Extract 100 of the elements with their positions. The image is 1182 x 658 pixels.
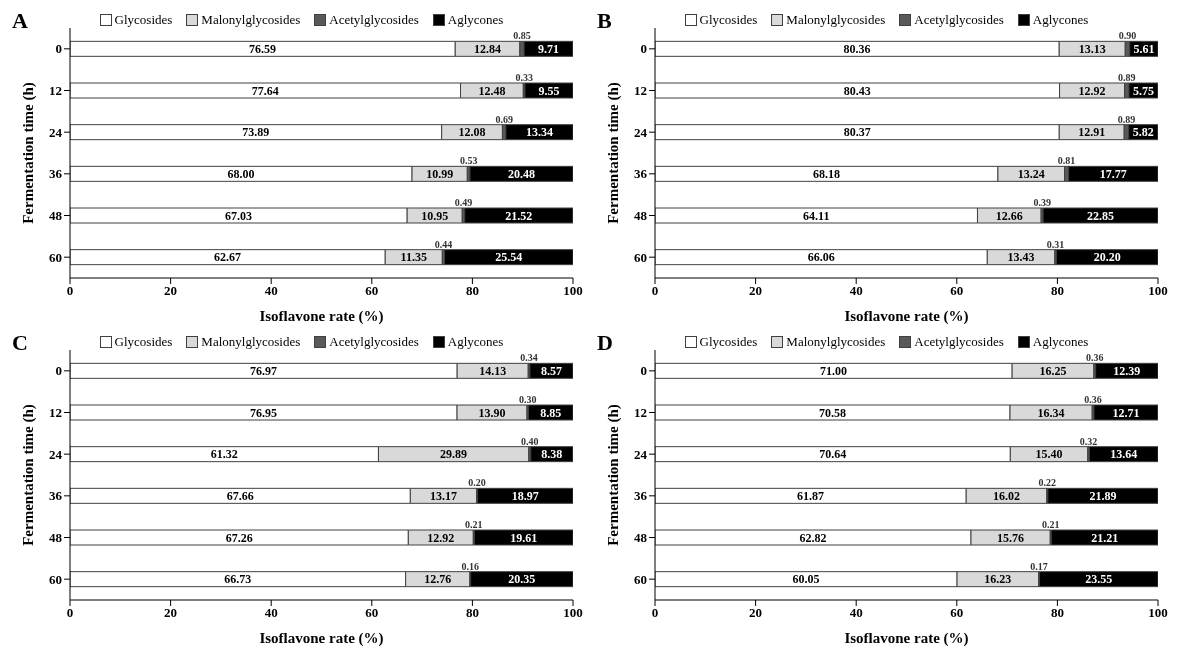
x-tick-label: 0 [651, 605, 659, 621]
data-label: 8.57 [540, 364, 562, 379]
data-label: 25.54 [495, 250, 523, 265]
legend-label: Aglycones [1031, 334, 1089, 350]
y-tick-label: 60 [634, 571, 647, 587]
data-label: 68.00 [227, 167, 255, 182]
data-label: 29.89 [440, 447, 468, 462]
data-label: 0.17 [1030, 560, 1048, 572]
data-label: 8.38 [541, 447, 563, 462]
data-label: 62.67 [214, 250, 242, 265]
legend-label: Malonylglycosides [200, 334, 301, 350]
y-tick-label: 0 [55, 41, 62, 57]
legend-label: Glycosides [113, 12, 173, 28]
data-label: 12.66 [995, 208, 1023, 223]
data-label: 12.08 [458, 125, 486, 140]
y-tick-label: 12 [49, 405, 62, 421]
data-label: 0.32 [1079, 435, 1098, 447]
data-label: 0.34 [520, 352, 538, 364]
data-label: 12.91 [1078, 125, 1106, 140]
x-tick-label: 60 [365, 605, 379, 621]
y-tick-label: 60 [634, 249, 647, 265]
y-tick-label: 48 [634, 530, 648, 546]
data-label: 0.16 [461, 560, 479, 572]
x-axis-title: Isoflavone rate (%) [259, 629, 384, 647]
data-label: 0.81 [1057, 155, 1076, 167]
data-label: 71.00 [820, 364, 848, 379]
data-label: 0.21 [465, 519, 483, 530]
x-tick-label: 20 [749, 283, 763, 299]
data-label: 67.66 [226, 489, 254, 504]
x-tick-label: 20 [164, 283, 178, 299]
data-label: 0.89 [1118, 72, 1136, 83]
x-tick-label: 80 [465, 283, 479, 299]
data-label: 73.89 [242, 125, 270, 140]
legend-label: Malonylglycosides [785, 334, 886, 350]
data-label: 66.73 [224, 572, 252, 587]
data-label: 0.89 [1117, 113, 1136, 125]
data-label: 0.36 [1086, 352, 1104, 364]
x-tick-label: 40 [264, 283, 278, 299]
x-tick-label: 80 [1050, 605, 1064, 621]
y-tick-label: 48 [49, 208, 63, 224]
data-label: 61.32 [210, 447, 238, 462]
legend-label: Malonylglycosides [200, 12, 301, 28]
data-label: 10.99 [426, 167, 454, 182]
data-label: 76.95 [250, 405, 278, 420]
x-tick-label: 100 [563, 605, 583, 621]
x-tick-label: 60 [365, 283, 379, 299]
data-label: 16.34 [1037, 405, 1065, 420]
data-label: 12.92 [427, 530, 455, 545]
x-tick-label: 100 [1148, 283, 1168, 299]
data-label: 0.31 [1046, 238, 1065, 250]
y-tick-label: 12 [634, 405, 647, 421]
data-label: 80.36 [843, 42, 871, 57]
data-label: 5.61 [1133, 42, 1155, 57]
data-label: 70.58 [819, 405, 847, 420]
y-axis-title: Fermentation time (h) [605, 404, 623, 546]
y-tick-label: 12 [634, 83, 647, 99]
y-axis-title: Fermentation time (h) [20, 404, 38, 546]
data-label: 13.43 [1007, 250, 1035, 265]
y-tick-label: 24 [634, 446, 648, 462]
chart-title: A [12, 8, 28, 34]
data-label: 0.30 [518, 394, 537, 405]
data-label: 0.69 [495, 113, 513, 125]
data-label: 0.85 [513, 30, 531, 42]
data-label: 68.18 [812, 167, 840, 182]
chart-title: D [597, 330, 613, 356]
y-tick-label: 12 [49, 83, 62, 99]
data-label: 0.40 [521, 435, 539, 447]
data-label: 20.48 [507, 167, 535, 182]
data-label: 0.20 [468, 477, 486, 489]
x-tick-label: 0 [66, 283, 74, 299]
data-label: 8.85 [540, 405, 562, 420]
data-label: 14.13 [479, 364, 507, 379]
x-tick-label: 60 [950, 283, 964, 299]
data-label: 12.48 [478, 83, 506, 98]
x-tick-label: 20 [164, 605, 178, 621]
legend-label: Acetylglycosides [328, 334, 419, 350]
data-label: 0.33 [515, 72, 533, 83]
x-tick-label: 20 [749, 605, 763, 621]
data-label: 15.40 [1035, 447, 1063, 462]
y-tick-label: 0 [55, 363, 62, 379]
x-tick-label: 100 [1148, 605, 1168, 621]
x-tick-label: 40 [849, 283, 863, 299]
y-axis-title: Fermentation time (h) [605, 82, 623, 224]
data-label: 18.97 [511, 489, 539, 504]
data-label: 10.95 [421, 208, 449, 223]
data-label: 0.21 [1042, 519, 1060, 530]
y-tick-label: 36 [634, 166, 648, 182]
data-label: 77.64 [251, 83, 279, 98]
y-tick-label: 48 [634, 208, 648, 224]
data-label: 13.13 [1078, 42, 1106, 57]
legend-label: Malonylglycosides [785, 12, 886, 28]
data-label: 16.02 [993, 489, 1020, 504]
legend-label: Glycosides [698, 334, 758, 350]
data-label: 66.06 [807, 250, 835, 265]
x-tick-label: 0 [651, 283, 659, 299]
y-tick-label: 48 [49, 530, 63, 546]
legend-label: Aglycones [446, 334, 504, 350]
data-label: 20.20 [1093, 250, 1121, 265]
data-label: 22.85 [1087, 208, 1115, 223]
legend-label: Aglycones [446, 12, 504, 28]
